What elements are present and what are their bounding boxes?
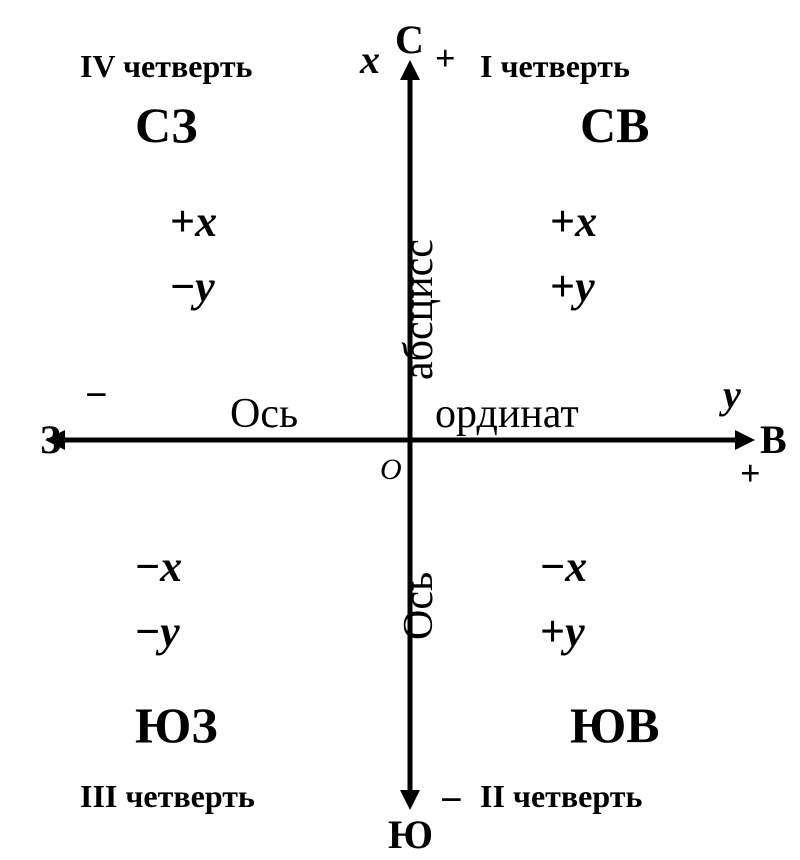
south-minus: − (440, 780, 463, 820)
q2-sign1: −x (540, 545, 587, 589)
axis-word-os-v: Ось (398, 572, 440, 640)
y-axis-var: y (723, 375, 741, 415)
south-label: Ю (388, 815, 433, 855)
q2-sign2: +y (540, 610, 585, 654)
q3-compass: ЮЗ (135, 700, 218, 750)
q4-compass: СЗ (135, 100, 198, 150)
west-label: З (40, 420, 61, 460)
x-axis-var: x (360, 40, 380, 80)
east-label: В (760, 420, 787, 460)
axis-word-os-h: Ось (230, 393, 298, 435)
q2-title: II четверть (480, 780, 642, 812)
axes-svg (0, 0, 800, 860)
north-plus: + (435, 40, 456, 76)
north-label: С (395, 20, 424, 60)
q2-compass: ЮВ (570, 700, 660, 750)
q3-sign1: −x (135, 545, 182, 589)
q1-sign1: +x (550, 200, 597, 244)
q1-title: I четверть (480, 50, 630, 82)
coordinate-diagram: Сx+Ю−З−Вy+OОсьординатОсьабсциссI четверт… (0, 0, 800, 860)
q4-sign1: +x (170, 200, 217, 244)
east-plus: + (740, 455, 761, 491)
q3-title: III четверть (80, 780, 255, 812)
q3-sign2: −y (135, 610, 180, 654)
q1-compass: СВ (580, 100, 649, 150)
q1-sign2: +y (550, 265, 595, 309)
west-minus: − (85, 375, 108, 415)
axis-word-ordinat: ординат (435, 393, 579, 435)
axis-word-abstsiss: абсцисс (398, 239, 440, 380)
q4-sign2: −y (170, 265, 215, 309)
origin-label: O (380, 455, 402, 485)
q4-title: IV четверть (80, 50, 252, 82)
